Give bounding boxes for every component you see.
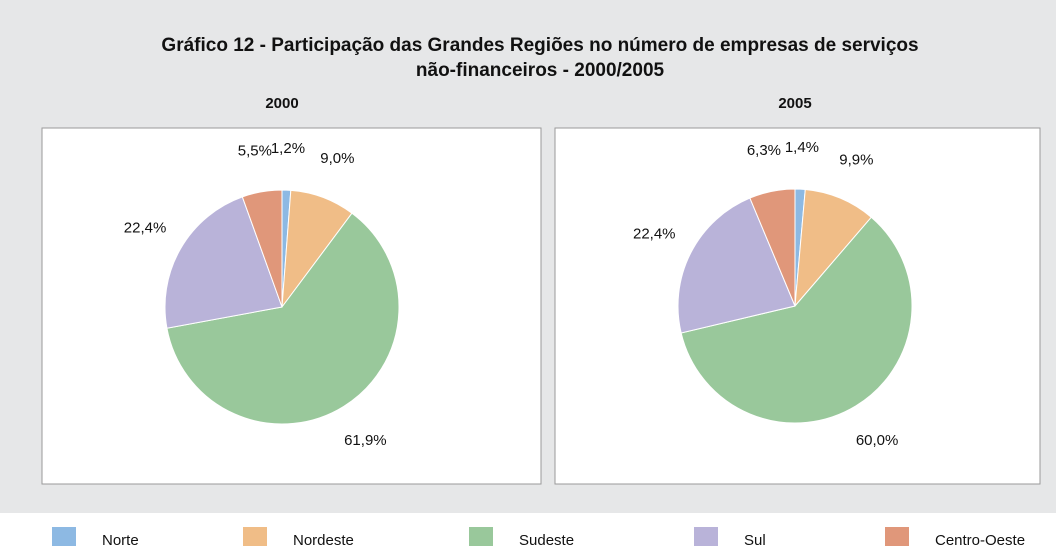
- data-label: 1,2%: [271, 140, 305, 157]
- data-label: 6,3%: [747, 142, 781, 159]
- pie-slice: [166, 212, 400, 425]
- subtitle: 2005: [778, 95, 811, 112]
- data-label: 61,9%: [344, 432, 387, 449]
- chart-title: não-financeiros - 2000/2005: [416, 60, 665, 81]
- data-label: 22,4%: [633, 225, 676, 242]
- pie-slice: [677, 197, 796, 334]
- pie-slice: [680, 216, 913, 424]
- data-label: 22,4%: [124, 219, 167, 236]
- pie-slice: [241, 189, 283, 308]
- legend-label: Sul: [744, 532, 766, 548]
- legend-swatch: [885, 527, 909, 546]
- chart-title: Gráfico 12 - Participação das Grandes Re…: [161, 35, 918, 56]
- data-label: 60,0%: [856, 432, 899, 449]
- pie-slice: [749, 188, 796, 307]
- data-label: 9,9%: [839, 151, 873, 168]
- legend-swatch: [52, 527, 76, 546]
- data-label: 5,5%: [238, 142, 272, 159]
- pie-slice: [164, 196, 283, 329]
- legend-swatch: [469, 527, 493, 546]
- legend-label: Centro-Oeste: [935, 532, 1025, 548]
- legend-swatch: [243, 527, 267, 546]
- subtitle: 2000: [265, 95, 298, 112]
- legend-label: Norte: [102, 532, 139, 548]
- legend-label: Nordeste: [293, 532, 354, 548]
- legend-label: Sudeste: [519, 532, 574, 548]
- data-label: 1,4%: [785, 139, 819, 156]
- legend-swatch: [694, 527, 718, 546]
- pie-slice: [794, 188, 872, 308]
- data-label: 9,0%: [320, 150, 354, 167]
